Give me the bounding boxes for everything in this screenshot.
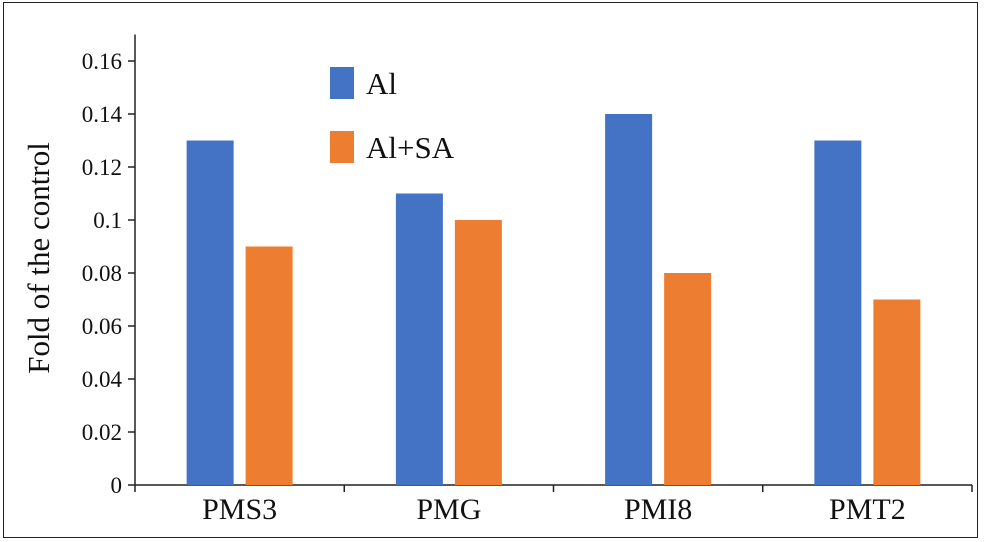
y-tick-label: 0.12: [82, 155, 122, 180]
y-tick-label: 0.14: [82, 102, 123, 127]
x-axis: PMS3 PMG PMI8 PMT2: [134, 484, 973, 526]
legend-label: Al: [366, 66, 397, 101]
legend: Al Al+SA: [330, 66, 455, 165]
y-tick-label: 0.08: [82, 261, 122, 286]
bar-al-sa-pms3: [245, 246, 293, 485]
legend-label: Al+SA: [366, 130, 455, 165]
y-tick-label: 0.04: [82, 367, 123, 392]
bar-al-pms3: [186, 140, 234, 485]
y-tick-label: 0.1: [93, 208, 122, 233]
bar-al-pmg: [395, 193, 443, 485]
bar-al-sa-pmg: [454, 220, 502, 485]
y-tick-label: 0.16: [82, 49, 122, 74]
bar-al-pmi8: [605, 114, 653, 485]
x-category-label: PMS3: [202, 493, 277, 526]
y-axis: 0 0.02 0.04 0.06 0.08 0.1 0.12 0.14 0.16: [82, 34, 136, 498]
bar-al-sa-pmi8: [664, 273, 712, 485]
y-tick-label: 0: [111, 473, 123, 498]
legend-swatch: [330, 131, 354, 163]
x-category-label: PMT2: [829, 493, 906, 526]
y-tick-label: 0.02: [82, 420, 122, 445]
y-axis-title: Fold of the control: [21, 142, 56, 374]
bar-al-pmt2: [814, 140, 862, 485]
bar-al-sa-pmt2: [873, 299, 921, 485]
x-category-label: PMI8: [624, 493, 692, 526]
legend-swatch: [330, 67, 354, 99]
x-category-label: PMG: [416, 493, 481, 526]
y-tick-label: 0.06: [82, 314, 122, 339]
bars: [186, 114, 921, 485]
